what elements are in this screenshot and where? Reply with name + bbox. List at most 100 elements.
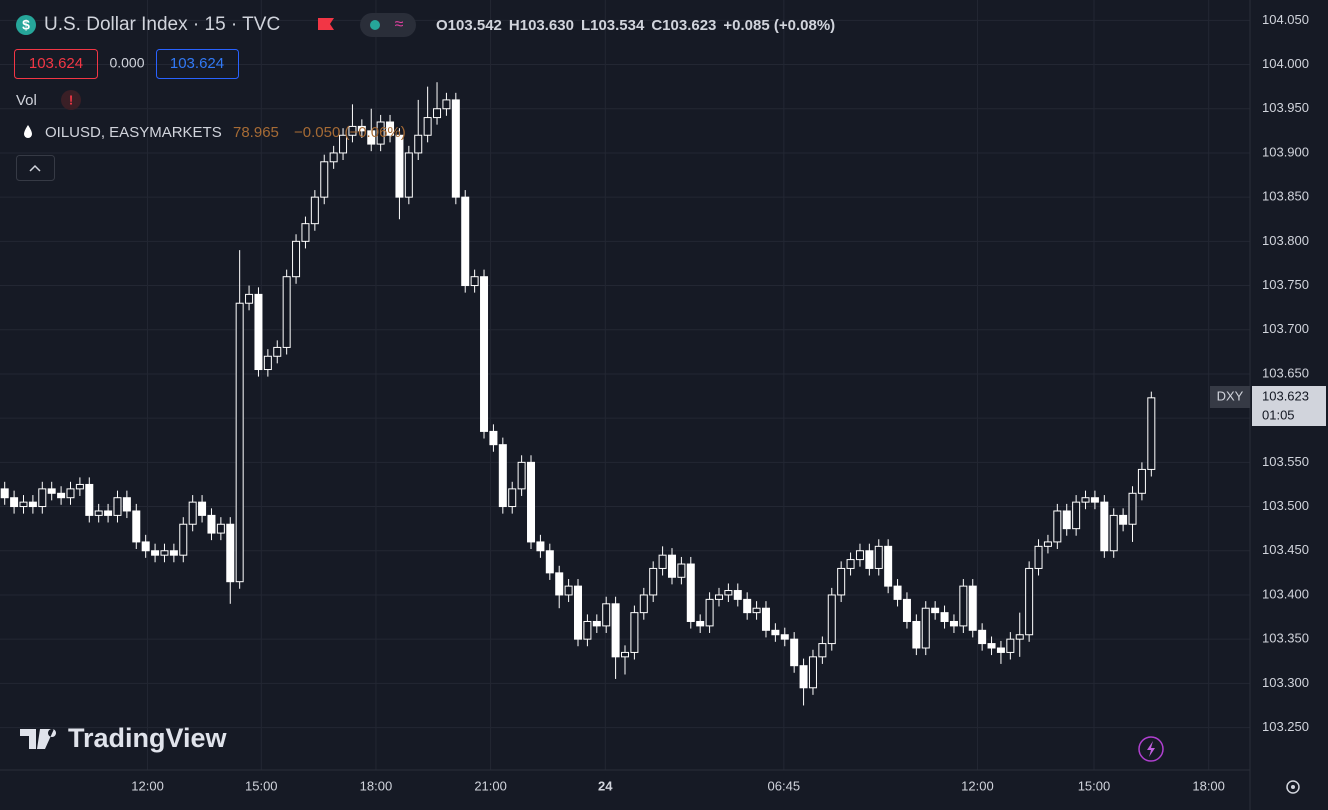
candle-body	[855, 550, 864, 561]
candle-body	[959, 585, 968, 627]
volume-warning[interactable]	[61, 90, 81, 110]
candle-body	[846, 559, 855, 569]
candle-body	[75, 483, 84, 490]
candle-body	[1072, 501, 1081, 530]
candle-body	[226, 523, 235, 583]
watermark: TradingView	[68, 723, 228, 753]
settings-button[interactable]	[1286, 780, 1300, 794]
candle-body	[442, 99, 451, 110]
candles	[0, 82, 1156, 706]
candle-body	[677, 563, 686, 578]
candle-body	[423, 117, 432, 136]
candle-body	[827, 594, 836, 645]
candle-body	[517, 461, 526, 490]
volume-label: Vol	[16, 92, 37, 109]
candle-body	[837, 567, 846, 596]
x-tick-label: 06:45	[768, 778, 801, 793]
candle-body	[38, 488, 47, 508]
candle-body	[996, 647, 1005, 653]
symbol-icon-glyph: $	[22, 17, 30, 33]
candle-body	[367, 130, 376, 145]
candle-body	[357, 125, 366, 132]
collapse-button[interactable]	[16, 155, 55, 181]
candle-body	[658, 554, 667, 569]
ohlc-value: C103.623	[651, 17, 716, 34]
candle-body	[1006, 638, 1015, 653]
y-tick-label: 103.500	[1262, 498, 1309, 513]
candle-body	[433, 108, 442, 119]
candle-body	[104, 510, 113, 516]
flag-icon[interactable]	[318, 18, 334, 30]
candle-body	[940, 612, 949, 622]
ohlc-value: +0.085 (+0.08%)	[723, 17, 835, 34]
ask: 103.624	[170, 55, 224, 72]
lightning-button[interactable]	[1138, 736, 1164, 762]
compare-name: OILUSD, EASYMARKETS	[45, 124, 222, 141]
candle-body	[282, 276, 291, 348]
candle-body	[592, 620, 601, 627]
y-tick-label: 103.400	[1262, 586, 1309, 601]
candle-body	[1043, 541, 1052, 547]
bid-box[interactable]	[14, 49, 98, 79]
candle-body	[1053, 510, 1062, 543]
candle-body	[207, 514, 216, 534]
candle-body	[470, 276, 479, 287]
candle-body	[329, 152, 338, 163]
y-tick-label: 103.450	[1262, 542, 1309, 557]
candle-body	[198, 501, 207, 516]
candle-body	[621, 651, 629, 658]
spread: 0.000	[109, 55, 144, 71]
symbol-icon	[16, 15, 36, 35]
candle-body	[160, 550, 169, 556]
candle-body	[1109, 514, 1118, 552]
candle-body	[0, 488, 9, 499]
candle-body	[1025, 567, 1034, 636]
candle-body	[113, 497, 122, 516]
candle-body	[818, 643, 827, 658]
y-tick-label: 103.950	[1262, 100, 1309, 115]
y-tick-label: 103.900	[1262, 144, 1309, 159]
candle-body	[235, 302, 244, 583]
ask-box[interactable]	[156, 49, 239, 79]
candle-body	[639, 594, 648, 614]
candle-body	[461, 196, 470, 287]
candle-body	[132, 510, 141, 543]
candle-body	[169, 550, 178, 556]
candle-body	[57, 492, 66, 499]
price-tag-countdown: 01:05	[1262, 407, 1295, 422]
candle-body	[912, 620, 921, 649]
candle-body	[19, 501, 28, 508]
volume-warning-glyph: !	[69, 92, 73, 107]
candle-body	[292, 240, 301, 278]
candle-body	[28, 501, 37, 508]
candle-body	[1100, 501, 1109, 552]
compare-change: −0.050 (−0.06%)	[294, 124, 406, 141]
x-tick-label: 24	[598, 778, 613, 793]
y-tick-label: 103.700	[1262, 321, 1309, 336]
candle-body	[874, 545, 883, 569]
y-tick-label: 103.750	[1262, 277, 1309, 292]
y-tick-label: 103.250	[1262, 719, 1309, 734]
candle-body	[602, 603, 611, 627]
axes: 103.250 103.300 103.350 103.400 103.450 103.5…	[131, 12, 1309, 794]
candle-body	[752, 607, 761, 614]
candle-body	[893, 585, 902, 600]
candle-body	[301, 223, 310, 242]
candle-body	[902, 598, 911, 622]
candle-body	[245, 293, 254, 304]
candle-body	[733, 590, 742, 600]
candle-body	[376, 121, 385, 145]
candle-body	[141, 541, 150, 552]
status-pill[interactable]	[360, 13, 416, 37]
candle-body	[151, 550, 160, 556]
collapse-arrow	[29, 164, 41, 172]
drop-icon	[24, 125, 32, 138]
candle-body	[968, 585, 977, 631]
price-tag-symbol: DXY	[1217, 388, 1244, 403]
candle-body	[1128, 492, 1137, 525]
y-tick-label: 104.050	[1262, 12, 1309, 27]
candle-body	[743, 598, 752, 614]
candle-body	[630, 612, 639, 653]
